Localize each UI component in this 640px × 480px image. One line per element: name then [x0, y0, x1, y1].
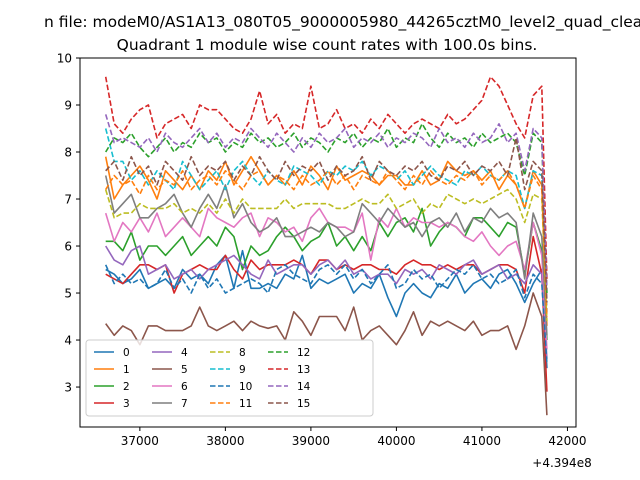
y-tick-label: 8 — [64, 146, 72, 160]
legend-label: 5 — [181, 364, 188, 376]
legend-label: 13 — [297, 364, 310, 376]
legend-label: 15 — [297, 398, 310, 410]
series-line-5 — [105, 292, 548, 416]
chart-title: Quadrant 1 module wise count rates with … — [117, 36, 538, 54]
legend-label: 6 — [181, 381, 188, 393]
series-line-15 — [105, 137, 548, 303]
y-tick-label: 4 — [64, 334, 72, 348]
legend-label: 9 — [239, 364, 246, 376]
y-tick-label: 6 — [64, 240, 72, 254]
plot-frame — [79, 57, 577, 428]
x-tick-label: 42000 — [548, 434, 586, 448]
series-line-10 — [104, 263, 548, 364]
series-line-13 — [104, 76, 548, 279]
series-line-7 — [104, 175, 548, 336]
series-line-14 — [104, 114, 548, 289]
legend-label: 10 — [239, 381, 252, 393]
legend-label: 7 — [181, 398, 188, 410]
x-tick-label: 37000 — [121, 434, 159, 448]
x-tick-label: 40000 — [377, 434, 415, 448]
figure-suptitle: n file: modeM0/AS1A13_080T05_9000005980_… — [44, 13, 640, 32]
x-axis: 37000 38000 39000 40000 41000 42000 — [121, 427, 587, 448]
series-line-4 — [105, 245, 548, 359]
legend-label: 8 — [239, 347, 246, 359]
series-line-12 — [105, 123, 548, 294]
x-tick-label: 39000 — [292, 434, 330, 448]
y-tick-label: 5 — [64, 287, 72, 301]
y-axis: 3 4 5 6 7 8 9 10 — [57, 52, 80, 395]
legend-label: 12 — [297, 347, 310, 359]
x-tick-label: 38000 — [206, 434, 244, 448]
legend-label: 2 — [123, 381, 130, 393]
y-tick-label: 3 — [64, 381, 72, 395]
x-offset-label: +4.394e8 — [532, 456, 591, 470]
series-lines — [104, 76, 548, 416]
series-line-11 — [105, 170, 548, 317]
x-tick-label: 41000 — [463, 434, 501, 448]
legend-label: 0 — [123, 347, 130, 359]
y-tick-label: 10 — [57, 52, 72, 66]
series-line-1 — [104, 155, 548, 326]
legend-label: 4 — [181, 347, 188, 359]
legend-label: 14 — [297, 381, 311, 393]
legend-box — [85, 339, 374, 417]
y-tick-label: 9 — [64, 99, 72, 113]
series-line-8 — [104, 188, 548, 322]
legend-label: 11 — [239, 398, 252, 410]
y-tick-label: 7 — [64, 193, 72, 207]
legend-label: 1 — [123, 364, 130, 376]
legend-label: 3 — [123, 398, 130, 410]
